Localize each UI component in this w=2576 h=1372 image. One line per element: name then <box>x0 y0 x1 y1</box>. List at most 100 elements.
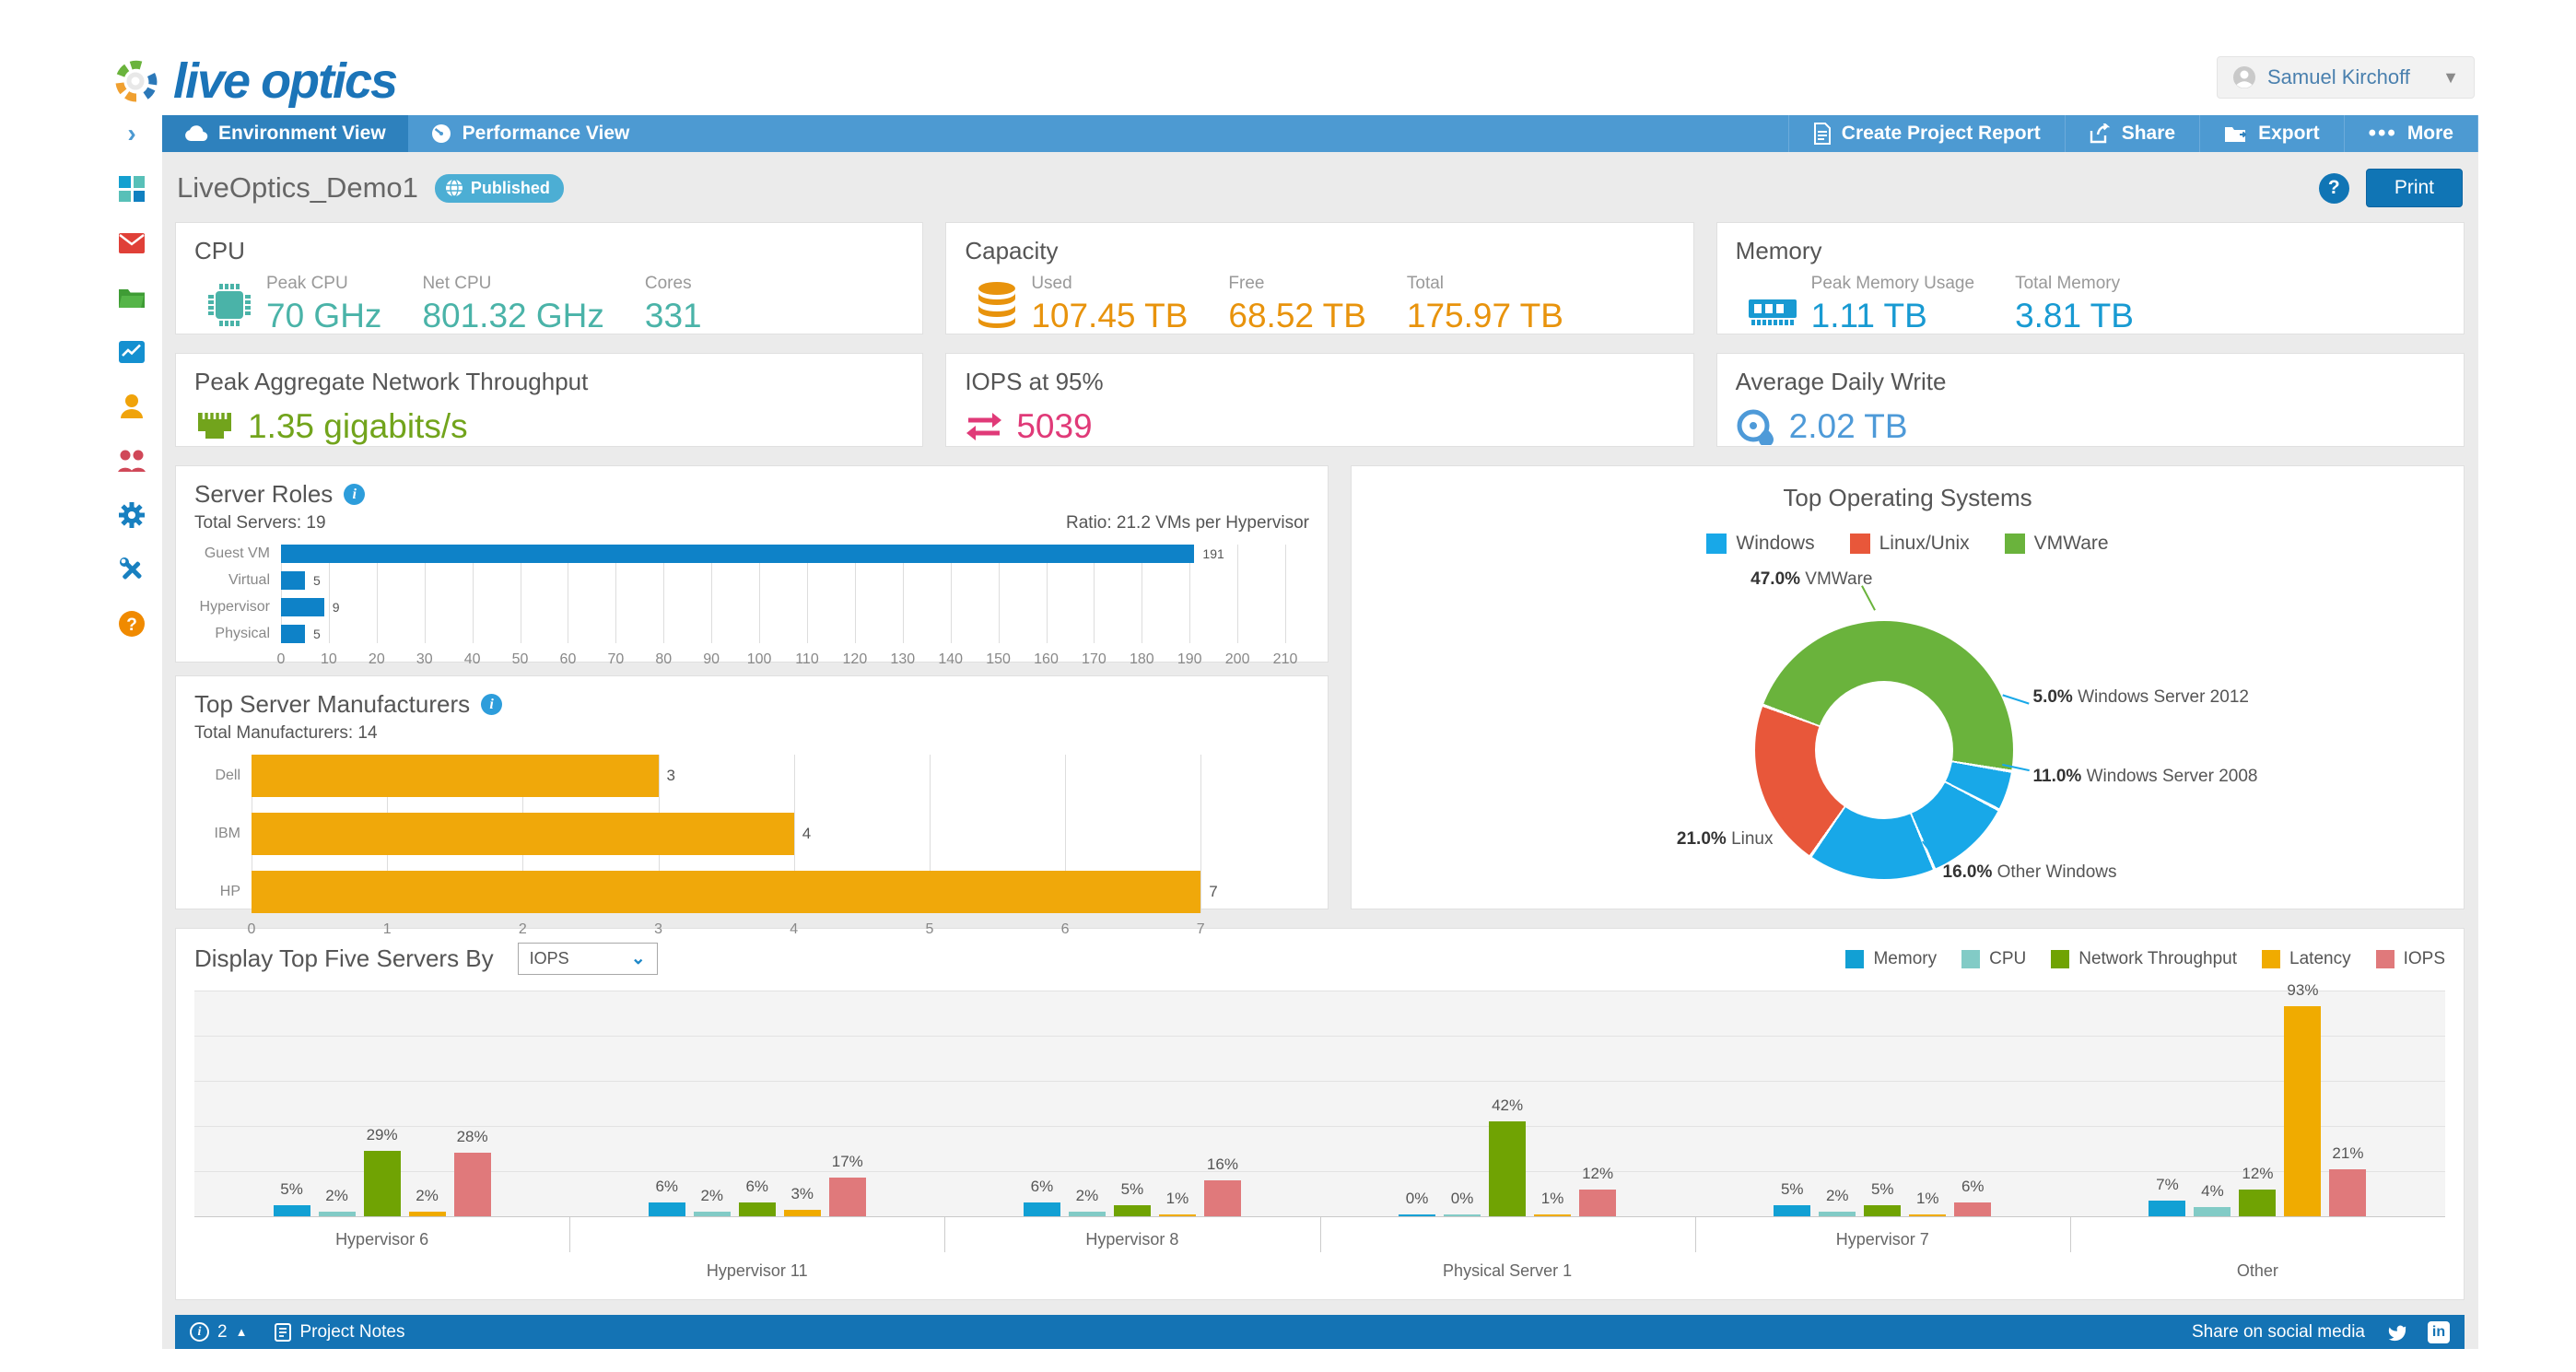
sidebar-tools-icon[interactable] <box>117 555 146 584</box>
x-tick-label: 110 <box>795 651 819 667</box>
bar-value-label: 29% <box>366 1125 398 1143</box>
linkedin-button[interactable]: in <box>2428 1320 2450 1343</box>
action-label: Create Project Report <box>1841 123 2041 144</box>
donut-slice-label: 47.0% VMWare <box>1751 569 1873 589</box>
kpi-value: 5039 <box>1016 407 1093 445</box>
sidebar-help-icon[interactable]: ? <box>117 609 146 639</box>
export-button[interactable]: Export <box>2199 115 2344 152</box>
user-name: Samuel Kirchoff <box>2267 65 2410 88</box>
share-button[interactable]: Share <box>2064 115 2199 152</box>
metric-value: 68.52 TB <box>1228 297 1366 334</box>
sidebar-dashboard-icon[interactable] <box>117 174 146 204</box>
gridline <box>711 545 713 643</box>
bar-value-label: 3% <box>790 1184 814 1202</box>
bar <box>252 813 794 855</box>
x-tick-label: 210 <box>1272 651 1298 667</box>
legend-item[interactable]: Network Throughput <box>2051 949 2237 969</box>
twitter-icon <box>2388 1325 2406 1341</box>
legend-item[interactable]: CPU <box>1961 949 2026 969</box>
sidebar-folder-icon[interactable] <box>117 283 146 312</box>
bar-value-label: 42% <box>1492 1096 1524 1115</box>
sidebar-team-icon[interactable] <box>117 446 146 475</box>
x-tick-label: 1 <box>382 921 392 937</box>
print-button[interactable]: Print <box>2365 169 2463 207</box>
note-icon <box>275 1322 292 1342</box>
memory-card: Memory Peak Memory Usage 1.11 TB Total Me… <box>1715 222 2465 334</box>
bar <box>1864 1204 1902 1216</box>
sidebar-mail-icon[interactable] <box>117 229 146 258</box>
main-content: LiveOptics_Demo1 Published ? Print CPU <box>162 152 2478 1349</box>
bar <box>273 1204 310 1216</box>
info-icon[interactable]: i <box>481 694 503 715</box>
tab-actions: Create Project Report Share Export ••• M… <box>1787 115 2478 152</box>
top-five-metric-select[interactable]: IOPS ⌄ <box>517 943 658 975</box>
x-tick-label: 90 <box>703 651 720 667</box>
x-tick-label: 60 <box>559 651 577 667</box>
tab-environment-view[interactable]: Environment View <box>162 115 408 152</box>
cloud-icon <box>185 125 208 142</box>
x-tick-label: 140 <box>938 651 964 667</box>
legend-swatch <box>2051 949 2070 968</box>
select-value: IOPS <box>529 949 569 967</box>
gridline <box>376 545 378 643</box>
info-icon[interactable]: i <box>344 484 366 505</box>
x-tick-label: 2 <box>518 921 527 937</box>
gridline <box>472 545 474 643</box>
gridline <box>194 1126 2445 1127</box>
group-separator <box>2069 1217 2071 1252</box>
sidebar-reports-icon[interactable] <box>117 337 146 367</box>
more-button[interactable]: ••• More <box>2343 115 2478 152</box>
sidebar-settings-icon[interactable] <box>117 500 146 530</box>
twitter-button[interactable] <box>2385 1322 2407 1343</box>
caret-up-icon: ▲ <box>235 1325 248 1339</box>
bar-value-label: 5% <box>280 1179 303 1198</box>
category-label: Other <box>2236 1261 2278 1280</box>
bar-value-label: 1% <box>1915 1189 1939 1207</box>
legend-item[interactable]: Linux/Unix <box>1849 533 1970 555</box>
bar-value-label: 7 <box>1209 883 1218 900</box>
metric-label: Peak CPU <box>266 274 348 293</box>
logo-text: live optics <box>173 53 398 109</box>
summary-card-row: CPU Peak CPU 70 GHz Net CPU 801.32 GHz Cor… <box>175 222 2465 334</box>
bar-value-label: 6% <box>1961 1178 1985 1196</box>
kpi-value: 1.35 gigabits/s <box>248 407 468 445</box>
more-dots-icon: ••• <box>2368 121 2397 146</box>
help-button[interactable]: ? <box>2318 172 2349 204</box>
sidebar-user-icon[interactable] <box>117 392 146 421</box>
bar <box>1819 1212 1856 1216</box>
x-tick-label: 40 <box>463 651 481 667</box>
server-roles-chart: Guest VM Virtual Hypervisor Physical 0 10 20 30… <box>194 545 1309 667</box>
notes-count-toggle[interactable]: i 2 ▲ <box>190 1322 247 1343</box>
bar-group: 6% 2% 6% 3% 17% <box>569 991 944 1216</box>
donut-slice-label: 21.0% Linux <box>1676 829 1774 849</box>
daily-write-card: Average Daily Write 2.02 TB <box>1715 353 2465 447</box>
legend-item[interactable]: Memory <box>1845 949 1937 969</box>
sidebar-collapse-button[interactable]: › <box>101 115 162 152</box>
tab-performance-view[interactable]: Performance View <box>408 115 652 152</box>
project-notes-button[interactable]: Project Notes <box>275 1322 405 1343</box>
bar-value-label: 3 <box>666 767 675 784</box>
bar <box>408 1212 446 1216</box>
donut-slice-label: 5.0% Windows Server 2012 <box>2032 687 2249 707</box>
chart-title: Top Server Manufacturers <box>194 690 471 718</box>
legend-item[interactable]: IOPS <box>2375 949 2445 969</box>
y-category-label: IBM <box>214 826 240 841</box>
legend-item[interactable]: Latency <box>2262 949 2351 969</box>
legend-item[interactable]: VMWare <box>2004 533 2109 555</box>
tab-label: Environment View <box>218 123 386 144</box>
bar <box>252 755 659 797</box>
database-icon <box>976 281 1018 334</box>
legend-item[interactable]: Windows <box>1706 533 1815 555</box>
user-menu[interactable]: Samuel Kirchoff ▼ <box>2217 56 2475 99</box>
x-tick-label: 100 <box>746 651 772 667</box>
gridline <box>854 545 856 643</box>
status-badge: Published <box>434 173 564 203</box>
bar <box>783 1209 821 1216</box>
gridline <box>1046 545 1048 643</box>
bar-value-label: 5 <box>312 627 321 641</box>
create-project-report-button[interactable]: Create Project Report <box>1787 115 2065 152</box>
bar-value-label: 2% <box>700 1187 724 1205</box>
bar <box>363 1150 401 1216</box>
metric-value: 801.32 GHz <box>422 297 604 334</box>
bar-value-label: 12% <box>2242 1164 2274 1182</box>
